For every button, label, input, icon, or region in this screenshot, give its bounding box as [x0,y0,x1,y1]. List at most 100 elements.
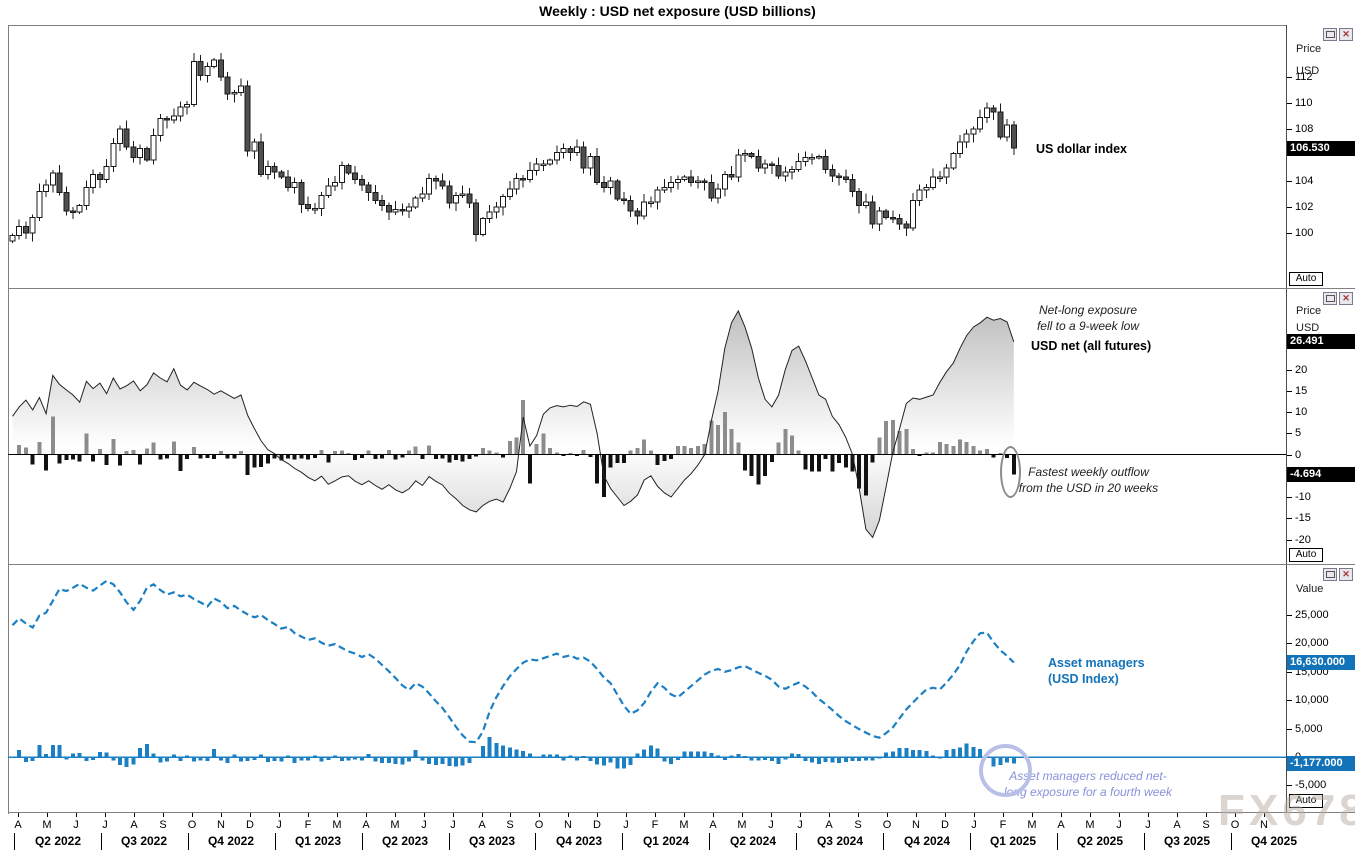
quarter-separator [796,833,797,850]
month-tick [510,813,511,817]
axis-tick-label: 110 [1295,97,1313,109]
month-tick [134,813,135,817]
minimize-panel-icon[interactable] [1323,28,1337,41]
asset-annotation-bottom: Asset managers reduced net- long exposur… [1003,769,1173,799]
month-label: N [217,819,225,831]
month-tick [18,813,19,817]
month-tick [250,813,251,817]
month-label: J [450,819,456,831]
price-axis[interactable]: ✕ Price USD 112 110 108 104 102 100 106.… [1286,25,1355,288]
quarter-separator [14,833,15,850]
net-annotation-bottom: Fastest weekly outflow from the USD in 2… [1018,465,1159,495]
quarter-label: Q3 2025 [1163,834,1211,848]
month-tick [279,813,280,817]
month-tick [1206,813,1207,817]
axis-tick [1287,391,1292,392]
auto-scale-button[interactable]: Auto [1289,548,1323,562]
month-tick [1090,813,1091,817]
auto-scale-button[interactable]: Auto [1289,272,1323,286]
month-tick [858,813,859,817]
close-panel-icon[interactable]: ✕ [1339,28,1353,41]
axis-tick-label: 5,000 [1295,723,1323,735]
quarter-label: Q3 2024 [816,834,864,848]
net-change-label: -4.694 [1287,467,1355,482]
quarter-separator [101,833,102,850]
month-tick [597,813,598,817]
axis-tick [1287,518,1292,519]
axis-tick-label: 100 [1295,227,1314,239]
time-axis[interactable]: A M J J A S O N D J F M A M J J A [0,813,1355,852]
net-axis[interactable]: ✕ Price USD 20 15 10 5 0 -10 -15 -20 26.… [1286,289,1355,564]
month-tick [105,813,106,817]
axis-title: Price [1296,43,1322,55]
price-panel: US dollar index ✕ Price USD 112 110 108 … [8,25,1355,289]
month-label: A [1057,819,1065,831]
minimize-panel-icon[interactable] [1323,568,1337,581]
axis-tick [1287,643,1292,644]
month-label: O [534,819,544,831]
axis-subtitle: USD [1296,65,1320,77]
minimize-panel-icon[interactable] [1323,292,1337,305]
axis-tick-label: 102 [1295,201,1314,213]
month-tick [192,813,193,817]
quarter-label: Q2 2024 [729,834,777,848]
month-label: N [1260,819,1268,831]
month-label: J [768,819,774,831]
month-tick [337,813,338,817]
axis-tick-label: 112 [1295,71,1313,83]
month-label: S [506,819,514,831]
month-label: F [999,819,1007,831]
quarter-separator [970,833,971,850]
net-annotation-top: Net-long exposure fell to a 9-week low [1036,303,1140,333]
month-tick [742,813,743,817]
quarter-separator [362,833,363,850]
axis-tick-label: 20 [1295,364,1308,376]
month-tick [221,813,222,817]
month-tick [1148,813,1149,817]
month-tick [829,813,830,817]
month-tick [626,813,627,817]
month-label: M [1085,819,1095,831]
month-label: S [159,819,167,831]
month-label: O [187,819,197,831]
month-label: A [14,819,22,831]
axis-tick-label: -5,000 [1295,779,1327,791]
net-area [12,310,1014,538]
month-label: F [651,819,659,831]
quarter-separator [622,833,623,850]
quarter-label: Q4 2023 [555,834,603,848]
asset-series-label: Asset managers (USD Index) [1048,656,1145,686]
axis-tick [1287,729,1292,730]
axis-tick-label: 5 [1295,427,1302,439]
last-price-label: 106.530 [1287,141,1355,156]
quarter-separator [275,833,276,850]
asset-change-label: -1,177.000 [1287,756,1355,771]
month-label: O [1230,819,1240,831]
axis-tick [1287,615,1292,616]
quarter-separator [1144,833,1145,850]
minimize-glyph [1325,571,1335,578]
month-label: J [1145,819,1151,831]
axis-tick-label: -15 [1295,512,1311,524]
asset-axis[interactable]: ✕ Value 25,000 20,000 15,000 10,000 5,00… [1286,565,1355,812]
minimize-glyph [1325,295,1335,302]
month-tick [771,813,772,817]
month-label: J [73,819,79,831]
quarter-separator [188,833,189,850]
month-tick [945,813,946,817]
month-tick [366,813,367,817]
month-tick [424,813,425,817]
month-label: M [1027,819,1037,831]
axis-tick [1287,700,1292,701]
axis-tick [1287,455,1292,456]
month-label: M [679,819,689,831]
axis-tick [1287,370,1292,371]
close-panel-icon[interactable]: ✕ [1339,292,1353,305]
month-label: S [854,819,862,831]
auto-scale-button[interactable]: Auto [1289,794,1323,808]
month-tick [1177,813,1178,817]
axis-tick-label: 25,000 [1295,609,1329,621]
close-panel-icon[interactable]: ✕ [1339,568,1353,581]
quarter-separator [449,833,450,850]
axis-tick-label: 0 [1295,449,1302,461]
